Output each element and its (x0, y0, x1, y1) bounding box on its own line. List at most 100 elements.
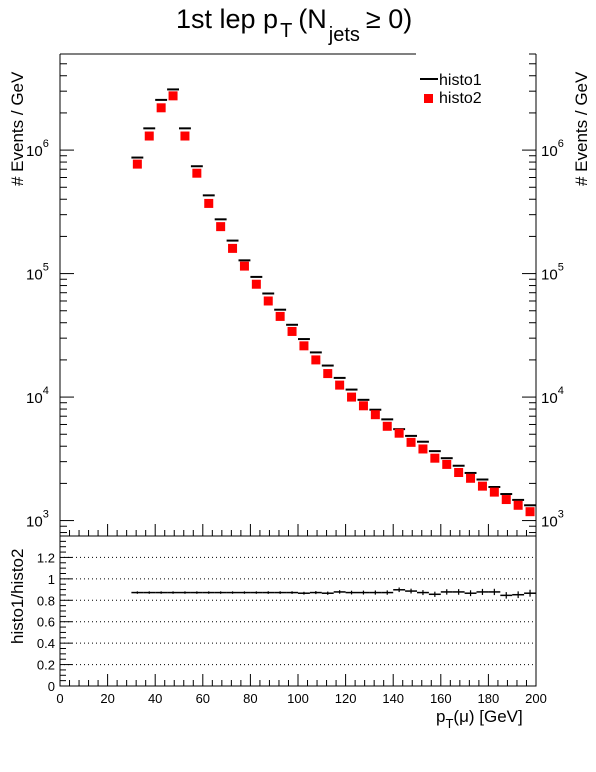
y-axis-label-right: # Events / GeV (572, 71, 591, 186)
upper-y-ticks (60, 53, 536, 534)
ratio-frame (59, 535, 537, 687)
histo2-point (442, 459, 452, 469)
ratio-y-tick-label: 0.4 (37, 636, 55, 651)
ratio-y-tick-label: 0.2 (37, 658, 55, 673)
upper-y-tick-label-right: 106 (541, 138, 564, 160)
histo2-point (358, 401, 368, 411)
tick-exponent: 6 (43, 138, 49, 150)
series-ratio (131, 587, 536, 599)
histo2-point (216, 222, 226, 232)
histo2-point (466, 473, 476, 483)
histo2-point (311, 355, 321, 365)
upper-y-tick-label-left: 103 (26, 509, 49, 531)
tick-base: 10 (26, 143, 43, 160)
ratio-x-tick-label: 20 (100, 691, 114, 706)
histo2-point (394, 428, 404, 438)
tick-base: 10 (541, 143, 558, 160)
tick-exponent: 4 (558, 385, 564, 397)
ratio-x-tick-label: 140 (382, 691, 404, 706)
histo2-point (406, 437, 416, 447)
histo2-point (513, 500, 523, 510)
x-axis-label-main: p (436, 707, 445, 726)
tick-base: 10 (541, 267, 558, 284)
tick-base: 10 (26, 514, 43, 531)
histo2-point (299, 341, 309, 351)
x-axis-label-rest: (μ) [GeV] (453, 707, 522, 726)
histo2-point (477, 481, 487, 491)
histo2-point (239, 261, 249, 271)
ratio-y-tick-labels: 0 0.2 0.4 0.6 0.8 1 1.2 (37, 550, 55, 694)
x-axis-label: pT(μ) [GeV] (436, 707, 523, 731)
histo2-point (323, 369, 333, 379)
tick-exponent: 5 (558, 262, 564, 274)
legend: histo1 histo2 (420, 72, 482, 107)
histo2-point (144, 131, 154, 141)
ratio-x-ticks (59, 674, 537, 686)
title-subscript: T (280, 20, 292, 42)
histo2-point (180, 131, 190, 141)
upper-y-tick-label-right: 104 (541, 385, 564, 407)
ratio-x-tick-label: 60 (196, 691, 210, 706)
ratio-y-tick-label: 0 (48, 679, 55, 694)
ratio-y-tick-label: 1.2 (37, 550, 55, 565)
tick-base: 10 (541, 514, 558, 531)
title-paren-sub: jets (328, 24, 360, 46)
ratio-x-tick-labels: 0 20 40 60 80 100 120 140 160 180 200 (56, 691, 546, 706)
legend-histo2-marker (424, 94, 433, 103)
upper-y-tick-label-right: 105 (541, 262, 564, 284)
histo2-point (204, 198, 214, 208)
ratio-gridlines (60, 556, 536, 666)
ratio-y-tick-label: 0.6 (37, 615, 55, 630)
histo2-point (382, 421, 392, 431)
histo2-point (275, 311, 285, 321)
tick-exponent: 6 (558, 138, 564, 150)
ratio-x-tick-label: 120 (335, 691, 357, 706)
histo2-point (287, 326, 297, 336)
ratio-x-tick-label: 0 (56, 691, 63, 706)
ratio-x-tick-label: 100 (287, 691, 309, 706)
tick-base: 10 (26, 267, 43, 284)
ratio-y-tick-label: 0.8 (37, 593, 55, 608)
upper-y-tick-label-left: 105 (26, 262, 49, 284)
ratio-y-axis-label: histo1/histo2 (8, 549, 27, 644)
series-histo2 (132, 91, 535, 517)
legend-histo1-label: histo1 (439, 72, 482, 89)
title-paren-rest: ≥ 0) (366, 4, 412, 34)
tick-exponent: 5 (43, 262, 49, 274)
ratio-plot-panel: 0 0.2 0.4 0.6 0.8 1 1.2 0 20 40 60 80 100 120 140 160 1… (8, 535, 547, 731)
histo2-point (489, 487, 499, 497)
tick-exponent: 4 (43, 385, 49, 397)
upper-y-tick-label-right: 103 (541, 509, 564, 531)
tick-exponent: 3 (43, 509, 49, 521)
histo2-point (501, 495, 511, 505)
histo2-point (156, 103, 166, 113)
ratio-x-tick-label: 180 (478, 691, 500, 706)
histo2-point (251, 279, 261, 289)
histo2-point (418, 444, 428, 454)
x-axis-label-sub: T (445, 716, 453, 731)
histo2-point (454, 468, 464, 478)
series-histo1 (131, 88, 536, 507)
histo2-point (347, 392, 357, 402)
title-main: 1st lep p (176, 4, 278, 34)
histo2-point (335, 380, 345, 390)
tick-base: 10 (541, 390, 558, 407)
tick-exponent: 3 (558, 509, 564, 521)
chart-title: 1st lep p T (Njets ≥ 0) (176, 4, 412, 46)
ratio-y-tick-label: 1 (48, 572, 55, 587)
histo2-point (370, 410, 380, 420)
title-paren-open: (N (298, 4, 327, 34)
histo2-point (192, 168, 202, 178)
ratio-y-ticks (60, 535, 72, 687)
ratio-x-tick-label: 160 (430, 691, 452, 706)
histo2-point (263, 296, 273, 306)
y-axis-label-left: # Events / GeV (8, 71, 27, 186)
legend-histo2-label: histo2 (439, 90, 482, 107)
tick-base: 10 (26, 390, 43, 407)
histo2-point (525, 507, 535, 517)
ratio-x-tick-label: 200 (525, 691, 547, 706)
ratio-x-tick-label: 40 (148, 691, 162, 706)
